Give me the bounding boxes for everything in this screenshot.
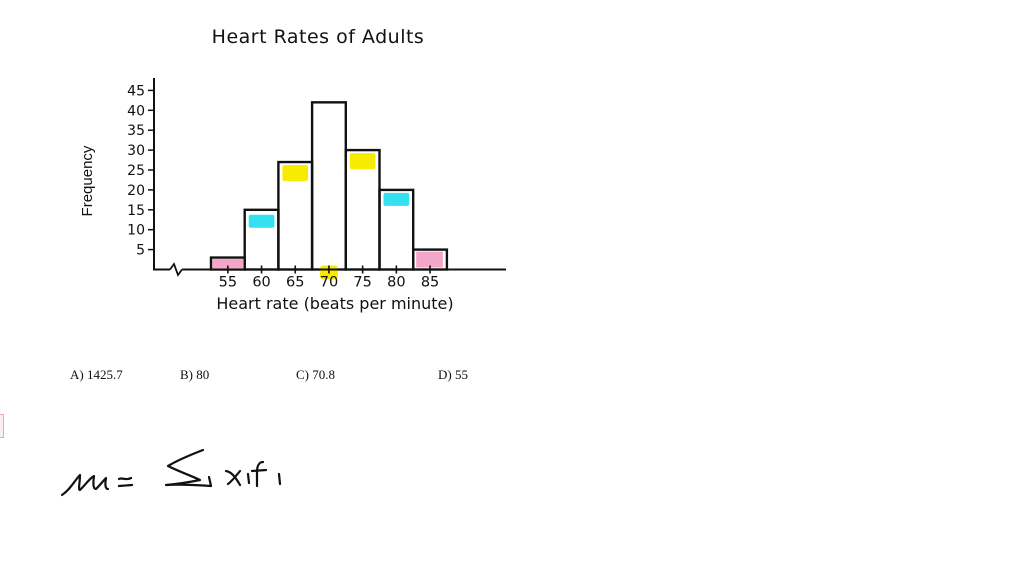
- handwriting-sigma: [164, 448, 213, 488]
- edge-marker: [0, 414, 4, 438]
- chart-title-text: Heart Rates of Adults: [211, 26, 425, 48]
- choice-c[interactable]: C) 70.8: [296, 367, 335, 382]
- y-tick-label: 20: [127, 183, 145, 199]
- handwriting-mu: [60, 473, 110, 497]
- y-tick-label: 5: [136, 243, 145, 259]
- x-tick-label: 80: [387, 275, 405, 291]
- handwriting-xifi: [224, 460, 282, 488]
- y-tick-label: 30: [127, 143, 145, 159]
- choice-d[interactable]: D) 55: [438, 367, 468, 382]
- answer-choices: A) 1425.7 B) 80 C) 70.8 D) 55: [0, 367, 600, 387]
- axis-break-icon: [169, 262, 183, 277]
- choice-b[interactable]: B) 80: [180, 367, 210, 382]
- histogram-chart: 5 10 15 20 25 30 35 40 45 55 60 65 70 75 80 85 Frequen…: [79, 78, 506, 313]
- highlight-mark: [212, 259, 244, 269]
- highlight-mark: [349, 153, 376, 170]
- handwriting-approx: [117, 476, 133, 481]
- x-tick-label: 60: [252, 275, 270, 291]
- x-tick-label: 65: [286, 275, 304, 291]
- y-axis-label: Frequency: [79, 145, 96, 216]
- highlight-mark: [416, 251, 443, 268]
- y-tick-label: 40: [127, 103, 145, 119]
- choice-a[interactable]: A) 1425.7: [70, 367, 123, 382]
- handwritten-formula: μ ≈ Σ xᵢfᵢ: [60, 448, 282, 497]
- highlight-mark: [282, 165, 309, 182]
- y-tick-label: 15: [127, 203, 145, 219]
- x-tick-label: 55: [219, 275, 237, 291]
- x-axis-label: Heart rate (beats per minute): [216, 294, 453, 313]
- highlight-mark: [383, 192, 410, 206]
- x-tick-label: 85: [421, 275, 439, 291]
- y-ticks: 5 10 15 20 25 30 35 40 45: [127, 83, 154, 259]
- x-tick-label: 70: [320, 275, 338, 291]
- highlight-marks: [212, 153, 443, 280]
- chart-title: Heart Rates of Adults: [0, 26, 640, 48]
- x-ticks: 55 60 65 70 75 80 85: [219, 265, 439, 291]
- x-tick-label: 75: [353, 275, 371, 291]
- y-tick-label: 10: [127, 223, 145, 239]
- highlight-mark: [248, 214, 275, 228]
- y-tick-label: 25: [127, 163, 145, 179]
- y-tick-label: 45: [127, 83, 145, 99]
- y-tick-label: 35: [127, 123, 145, 139]
